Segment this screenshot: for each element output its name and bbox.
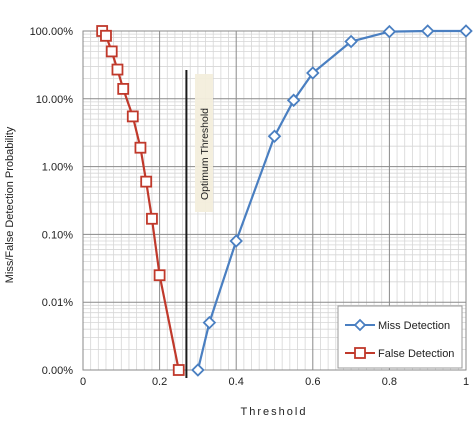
y-tick-label: 100.00% — [30, 26, 74, 38]
data-point-miss — [202, 315, 217, 330]
y-tick-label: 0.00% — [42, 365, 73, 377]
y-tick-labels: 0.00% 0.01% 0.10% 1.00% 10.00% 100.00% — [30, 26, 74, 377]
data-point-false — [117, 82, 130, 95]
y-axis-title: Miss/False Detection Probability — [4, 126, 16, 283]
annotation-box — [195, 74, 213, 212]
x-tick-label: 0.2 — [152, 376, 167, 388]
data-point-false — [153, 269, 166, 282]
x-tick-label: 0 — [80, 376, 86, 388]
data-point-false — [126, 110, 139, 123]
data-point-false — [172, 364, 185, 376]
data-point-miss — [191, 363, 205, 377]
legend-false-marker — [354, 347, 366, 359]
x-tick-label: 0.4 — [229, 376, 244, 388]
data-point-miss — [382, 24, 397, 39]
x-tick-label: 0.6 — [305, 376, 320, 388]
series-line-0 — [196, 29, 466, 371]
x-axis-title: Threshold — [241, 406, 308, 418]
data-point-miss — [420, 24, 435, 38]
x-tick-label: 0.8 — [382, 376, 397, 388]
y-tick-label: 1.00% — [42, 162, 73, 174]
x-tick-label: 1 — [463, 376, 469, 388]
data-point-false — [100, 29, 112, 42]
y-tick-label: 0.10% — [42, 229, 73, 241]
y-tick-label: 0.01% — [42, 297, 73, 309]
data-point-miss — [286, 93, 301, 108]
data-point-miss — [344, 34, 358, 49]
data-point-false — [105, 45, 118, 58]
optimum-threshold-label: Optimum Threshold — [199, 108, 211, 200]
legend: Miss Detection False Detection — [337, 305, 463, 369]
legend-miss-label: Miss Detection — [378, 320, 450, 332]
x-tick-labels: 0 0.2 0.4 0.6 0.8 1 — [80, 376, 469, 388]
series-layer — [96, 24, 473, 377]
data-point-false — [111, 63, 124, 76]
legend-false-label: False Detection — [378, 348, 454, 360]
data-point-miss — [306, 66, 320, 80]
data-point-miss — [459, 24, 473, 38]
data-point-false — [146, 212, 158, 225]
data-point-false — [134, 141, 147, 154]
plot-border — [82, 30, 467, 371]
data-point-miss — [229, 234, 243, 248]
legend-miss-marker — [353, 318, 367, 332]
y-tick-label: 10.00% — [36, 94, 74, 106]
data-point-false — [140, 175, 153, 188]
data-point-miss — [267, 129, 282, 144]
